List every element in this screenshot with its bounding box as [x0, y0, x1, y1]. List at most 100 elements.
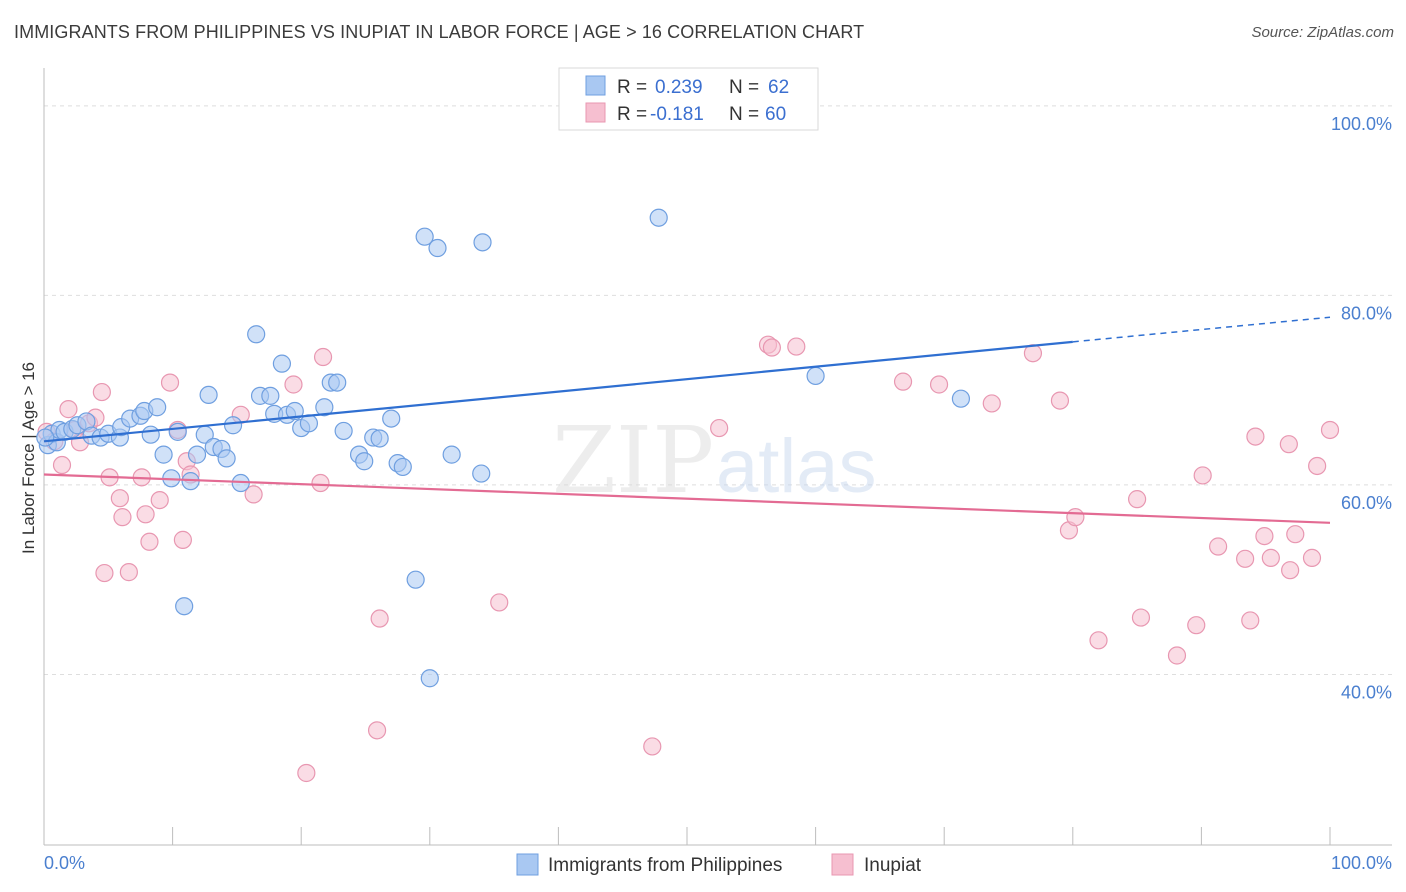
stats-legend: R = 0.239 N = 62 R = -0.181 N = 60: [558, 67, 819, 131]
inupiat-point: [762, 338, 781, 357]
watermark-atlas: atlas: [716, 424, 877, 509]
inupiat-point: [893, 372, 913, 391]
inupiat-point: [119, 563, 138, 582]
inupiat-point: [929, 375, 949, 394]
inupiat-point: [150, 490, 169, 510]
inupiat-point: [297, 763, 316, 783]
inupiat-point: [52, 455, 72, 475]
inupiat-point: [173, 530, 192, 549]
inupiat-point: [370, 609, 389, 628]
philippines-point: [951, 389, 971, 408]
inupiat-point: [311, 473, 330, 493]
philippines-point: [806, 366, 825, 386]
philippines-point: [315, 398, 334, 417]
inupiat-point: [1286, 525, 1305, 544]
legend-r-philippines: 0.239: [655, 77, 703, 98]
y-tick-label: 60.0%: [1341, 493, 1392, 513]
bottom-legend-swatch-inupiat: [831, 853, 854, 876]
philippines-point: [168, 422, 187, 441]
inupiat-point: [1089, 631, 1108, 650]
philippines-point: [382, 409, 401, 428]
inupiat-point: [1246, 427, 1265, 446]
philippines-point: [187, 445, 207, 464]
philippines-point: [393, 457, 412, 477]
philippines-point: [442, 445, 461, 464]
inupiat-point: [982, 394, 1001, 413]
inupiat-point: [1261, 548, 1280, 567]
inupiat-point: [643, 737, 662, 756]
y-tick-labels: 40.0% 60.0% 80.0% 100.0%: [1331, 114, 1392, 703]
philippines-point: [261, 386, 280, 405]
legend-r-label-inupiat: R =: [617, 104, 647, 125]
legend-n-philippines: 62: [768, 77, 789, 98]
philippines-point: [247, 325, 266, 344]
philippines-point: [199, 385, 218, 405]
philippines-trend-line: [43, 340, 1073, 443]
inupiat-point: [313, 347, 333, 367]
philippines-point: [328, 373, 347, 392]
legend-r-label-philippines: R =: [617, 77, 647, 98]
x-tick-label-min: 0.0%: [44, 853, 85, 873]
grid-lines: [44, 105, 1392, 675]
bottom-legend-label-philippines: Immigrants from Philippines: [548, 855, 782, 876]
bottom-legend-swatch-philippines: [516, 853, 539, 876]
philippines-point: [285, 401, 304, 421]
inupiat-point: [1279, 435, 1298, 454]
philippines-point: [415, 227, 434, 246]
inupiat-point: [160, 373, 180, 392]
y-tick-label: 100.0%: [1331, 114, 1392, 134]
inupiat-point: [1131, 608, 1151, 627]
y-axis-title: In Labor Force | Age > 16: [19, 362, 38, 554]
inupiat-point: [136, 505, 155, 524]
inupiat-point: [1255, 526, 1274, 546]
bottom-legend-label-inupiat: Inupiat: [864, 855, 922, 876]
inupiat-point: [1167, 646, 1187, 665]
inupiat-point: [1187, 616, 1206, 635]
series-legend: Immigrants from Philippines Inupiat: [516, 853, 922, 876]
y-tick-label: 80.0%: [1341, 303, 1392, 323]
philippines-point: [334, 421, 353, 441]
inupiat-point: [1308, 456, 1327, 476]
philippines-point: [36, 428, 55, 447]
philippines-point: [406, 570, 425, 589]
inupiat-point: [92, 382, 111, 402]
inupiat-point: [367, 721, 387, 740]
philippines-point: [473, 233, 492, 252]
inupiat-point: [1302, 548, 1322, 567]
inupiat-point: [284, 375, 303, 394]
inupiat-point: [1236, 549, 1255, 568]
trend-lines: [43, 316, 1331, 524]
legend-n-label-inupiat: N =: [729, 104, 759, 125]
legend-r-inupiat: -0.181: [650, 104, 704, 125]
philippines-point: [370, 429, 389, 448]
inupiat-point: [95, 563, 114, 583]
philippines-point: [148, 398, 167, 417]
inupiat-point: [1127, 490, 1147, 509]
x-tick-label-max: 100.0%: [1331, 853, 1392, 873]
philippines-point: [175, 597, 194, 616]
philippines-point: [420, 669, 439, 688]
chart-title: IMMIGRANTS FROM PHILIPPINES VS INUPIAT I…: [14, 22, 865, 42]
legend-swatch-philippines: [585, 75, 606, 96]
philippines-point: [355, 452, 374, 471]
watermark: ZIP atlas: [552, 407, 877, 514]
inupiat-point: [1281, 561, 1300, 580]
inupiat-point: [110, 489, 129, 508]
philippines-point: [141, 425, 160, 444]
y-tick-label: 40.0%: [1341, 682, 1392, 702]
chart-source: Source: ZipAtlas.com: [1251, 24, 1394, 41]
inupiat-point: [1050, 391, 1070, 410]
philippines-point: [649, 208, 668, 227]
x-ticks: [43, 827, 1331, 845]
legend-swatch-inupiat: [585, 102, 606, 123]
legend-n-inupiat: 60: [765, 104, 786, 125]
philippines-point: [472, 464, 491, 483]
inupiat-point: [1193, 466, 1212, 485]
legend-n-label-philippines: N =: [729, 77, 759, 98]
inupiat-point: [244, 485, 263, 504]
inupiat-point: [1241, 611, 1260, 630]
philippines-point: [154, 445, 173, 464]
philippines-point: [272, 354, 292, 373]
inupiat-point: [490, 593, 509, 612]
